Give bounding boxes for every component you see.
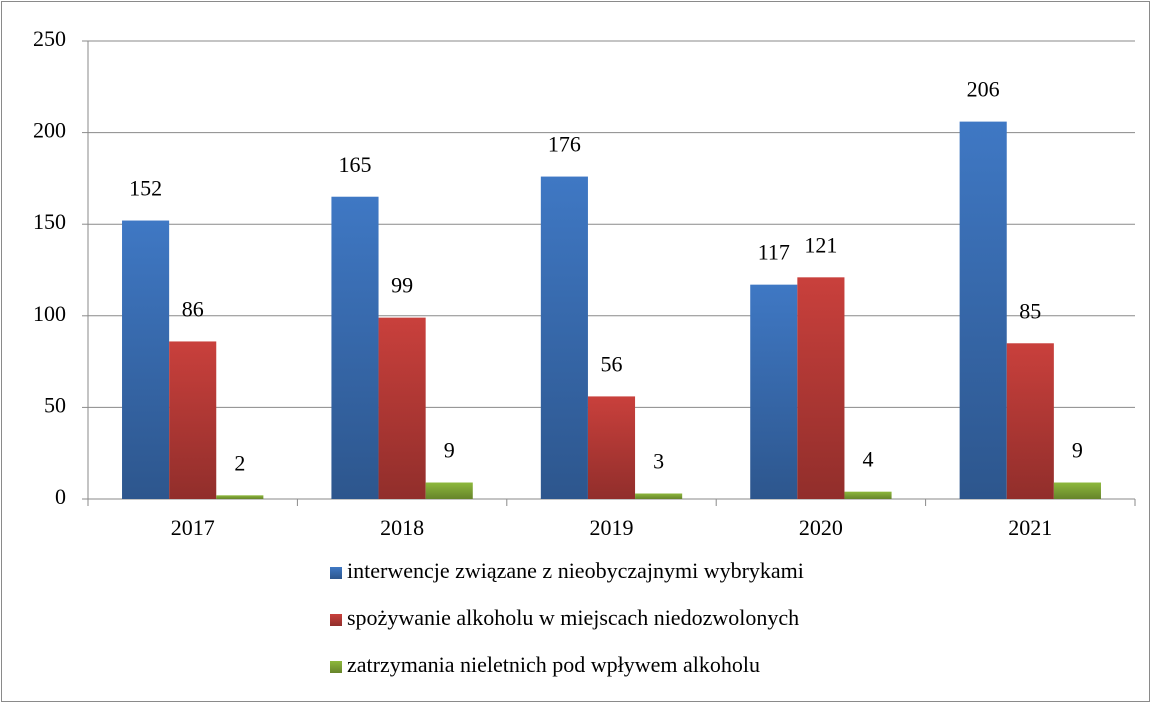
legend-swatch [330,661,342,673]
bar [635,493,683,499]
data-label: 9 [444,438,455,463]
legend-label: spożywanie alkoholu w miejscach niedozwo… [347,605,799,630]
data-label: 121 [804,232,837,257]
y-tick-label: 150 [33,209,66,234]
y-tick-label: 0 [55,484,66,509]
x-tick-label: 2017 [171,515,215,540]
bar [378,317,426,499]
bar [216,495,264,499]
y-tick-label: 250 [33,26,66,51]
data-label: 99 [391,273,413,298]
x-tick-label: 2020 [799,515,843,540]
bar [122,220,170,499]
data-label: 117 [758,240,790,265]
x-tick-label: 2021 [1008,515,1052,540]
x-tick-label: 2018 [380,515,424,540]
data-label: 3 [653,449,664,474]
y-tick-label: 200 [33,118,66,143]
legend-label: interwencje związane z nieobyczajnymi wy… [347,558,804,583]
bar [331,196,379,499]
bar [1006,343,1054,499]
bar [797,277,845,499]
data-label: 56 [601,351,623,376]
y-tick-label: 50 [44,392,66,417]
bar [587,396,636,499]
data-label: 206 [967,77,1000,102]
bar [750,284,798,499]
x-tick-label: 2019 [590,515,634,540]
bar [844,491,892,499]
bar [1053,482,1101,499]
bar [959,121,1007,499]
data-label: 86 [182,296,204,321]
legend-swatch [330,614,342,626]
data-label: 2 [234,450,245,475]
data-label: 9 [1072,438,1083,463]
legend-swatch [330,567,342,579]
data-label: 165 [338,152,371,177]
data-label: 85 [1019,298,1041,323]
y-tick-label: 100 [33,301,66,326]
data-label: 176 [548,132,581,157]
bar [540,176,588,499]
bar [169,341,217,499]
legend-label: zatrzymania nieletnich pod wpływem alkoh… [347,652,760,677]
data-label: 152 [129,176,162,201]
data-label: 4 [863,447,874,472]
bar [425,482,473,499]
